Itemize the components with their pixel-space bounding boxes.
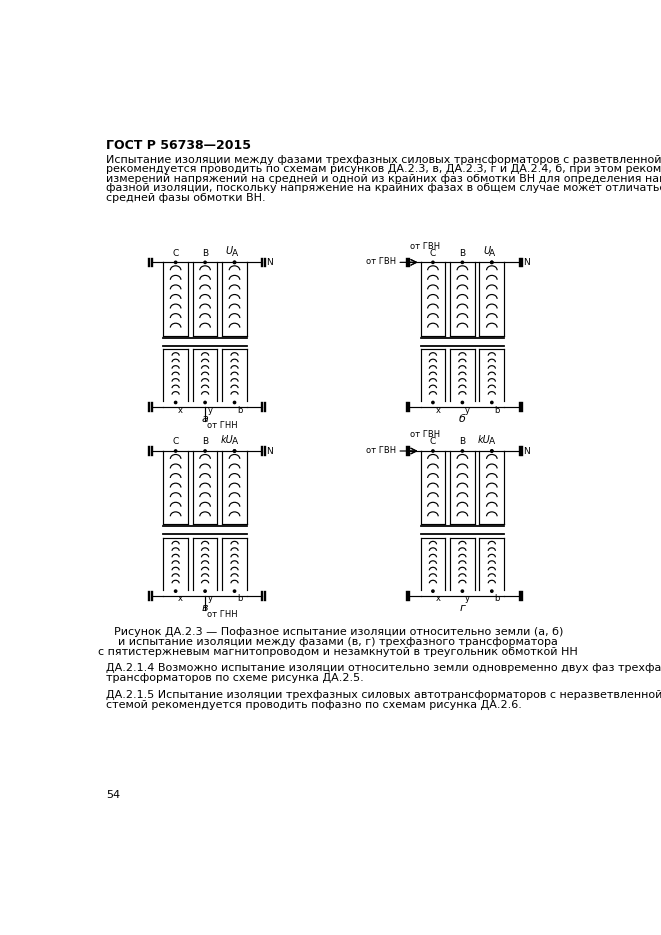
Text: C: C [173,438,178,446]
Text: от ГНН: от ГНН [207,421,237,430]
Text: с пятистержневым магнитопроводом и незамкнутой в треугольник обмоткой НН: с пятистержневым магнитопроводом и незам… [98,647,578,656]
Text: ДА.2.1.5 Испытание изоляции трехфазных силовых автотрансформаторов с неразветвле: ДА.2.1.5 Испытание изоляции трехфазных с… [106,690,661,699]
Circle shape [233,590,236,592]
Text: г: г [459,603,465,612]
Circle shape [175,590,176,592]
Circle shape [432,401,434,404]
Text: и испытание изоляции между фазами (в, г) трехфазного трансформатора: и испытание изоляции между фазами (в, г)… [118,637,559,647]
Text: N: N [524,258,530,266]
Circle shape [490,261,493,264]
Text: стемой рекомендуется проводить пофазно по схемам рисунка ДА.2.6.: стемой рекомендуется проводить пофазно п… [106,699,522,710]
Text: x: x [178,595,183,603]
Circle shape [233,401,236,404]
Text: от ГНН: от ГНН [207,610,237,619]
Text: B: B [202,438,208,446]
Circle shape [233,261,236,264]
Circle shape [490,450,493,453]
Circle shape [233,450,236,453]
Text: от ГВН: от ГВН [410,430,440,439]
Text: ГОСТ Р 56738—2015: ГОСТ Р 56738—2015 [106,139,251,152]
Text: y: y [465,595,470,603]
Text: U: U [483,246,490,256]
Text: B: B [459,249,465,258]
Text: U: U [226,246,233,256]
Circle shape [175,401,176,404]
Text: A: A [231,438,237,446]
Text: A: A [488,438,495,446]
Text: x: x [435,406,440,414]
Text: kU: kU [477,435,490,445]
Text: а: а [202,414,208,424]
Circle shape [461,590,463,592]
Text: b: b [494,406,500,414]
Text: 54: 54 [106,790,120,799]
Text: измерений напряжений на средней и одной из крайних фаз обмотки ВН для определени: измерений напряжений на средней и одной … [106,174,661,184]
Circle shape [490,590,493,592]
Circle shape [175,450,176,453]
Text: C: C [173,249,178,258]
Text: N: N [266,258,273,266]
Text: B: B [459,438,465,446]
Text: y: y [208,406,212,414]
Circle shape [461,401,463,404]
Text: ДА.2.1.4 Возможно испытание изоляции относительно земли одновременно двух фаз тр: ДА.2.1.4 Возможно испытание изоляции отн… [106,663,661,673]
Circle shape [461,261,463,264]
Text: рекомендуется проводить по схемам рисунков ДА.2.3, в, ДА.2.3, г и ДА.2.4, б, при: рекомендуется проводить по схемам рисунк… [106,165,661,174]
Text: x: x [178,406,183,414]
Circle shape [233,450,236,453]
Circle shape [432,261,434,264]
Circle shape [432,450,434,453]
Text: Испытание изоляции между фазами трехфазных силовых трансформаторов с разветвленн: Испытание изоляции между фазами трехфазн… [106,154,661,165]
Circle shape [175,261,176,264]
Circle shape [490,450,493,453]
Text: b: b [237,406,242,414]
Circle shape [204,401,206,404]
Text: b: b [494,595,500,603]
Text: Рисунок ДА.2.3 — Пофазное испытание изоляции относительно земли (а, б): Рисунок ДА.2.3 — Пофазное испытание изол… [114,626,563,637]
Text: C: C [430,249,436,258]
Text: N: N [266,447,273,455]
Text: x: x [435,595,440,603]
Circle shape [233,261,236,264]
Text: B: B [202,249,208,258]
Text: б: б [459,414,466,424]
Text: N: N [524,447,530,455]
Circle shape [490,261,493,264]
Text: A: A [231,249,237,258]
Text: в: в [202,603,208,612]
Text: kU: kU [220,435,233,445]
Text: y: y [465,406,470,414]
Text: от ГВН: от ГВН [366,446,396,454]
Circle shape [490,401,493,404]
Circle shape [461,450,463,453]
Circle shape [432,590,434,592]
Text: C: C [430,438,436,446]
Circle shape [204,590,206,592]
Text: A: A [488,249,495,258]
Circle shape [204,261,206,264]
Text: средней фазы обмотки ВН.: средней фазы обмотки ВН. [106,193,266,203]
Text: y: y [208,595,212,603]
Text: фазной изоляции, поскольку напряжение на крайних фазах в общем случае может отли: фазной изоляции, поскольку напряжение на… [106,183,661,194]
Text: от ГВН: от ГВН [410,242,440,251]
Text: b: b [237,595,242,603]
Circle shape [204,450,206,453]
Text: трансформаторов по схеме рисунка ДА.2.5.: трансформаторов по схеме рисунка ДА.2.5. [106,673,364,683]
Text: от ГВН: от ГВН [366,257,396,266]
